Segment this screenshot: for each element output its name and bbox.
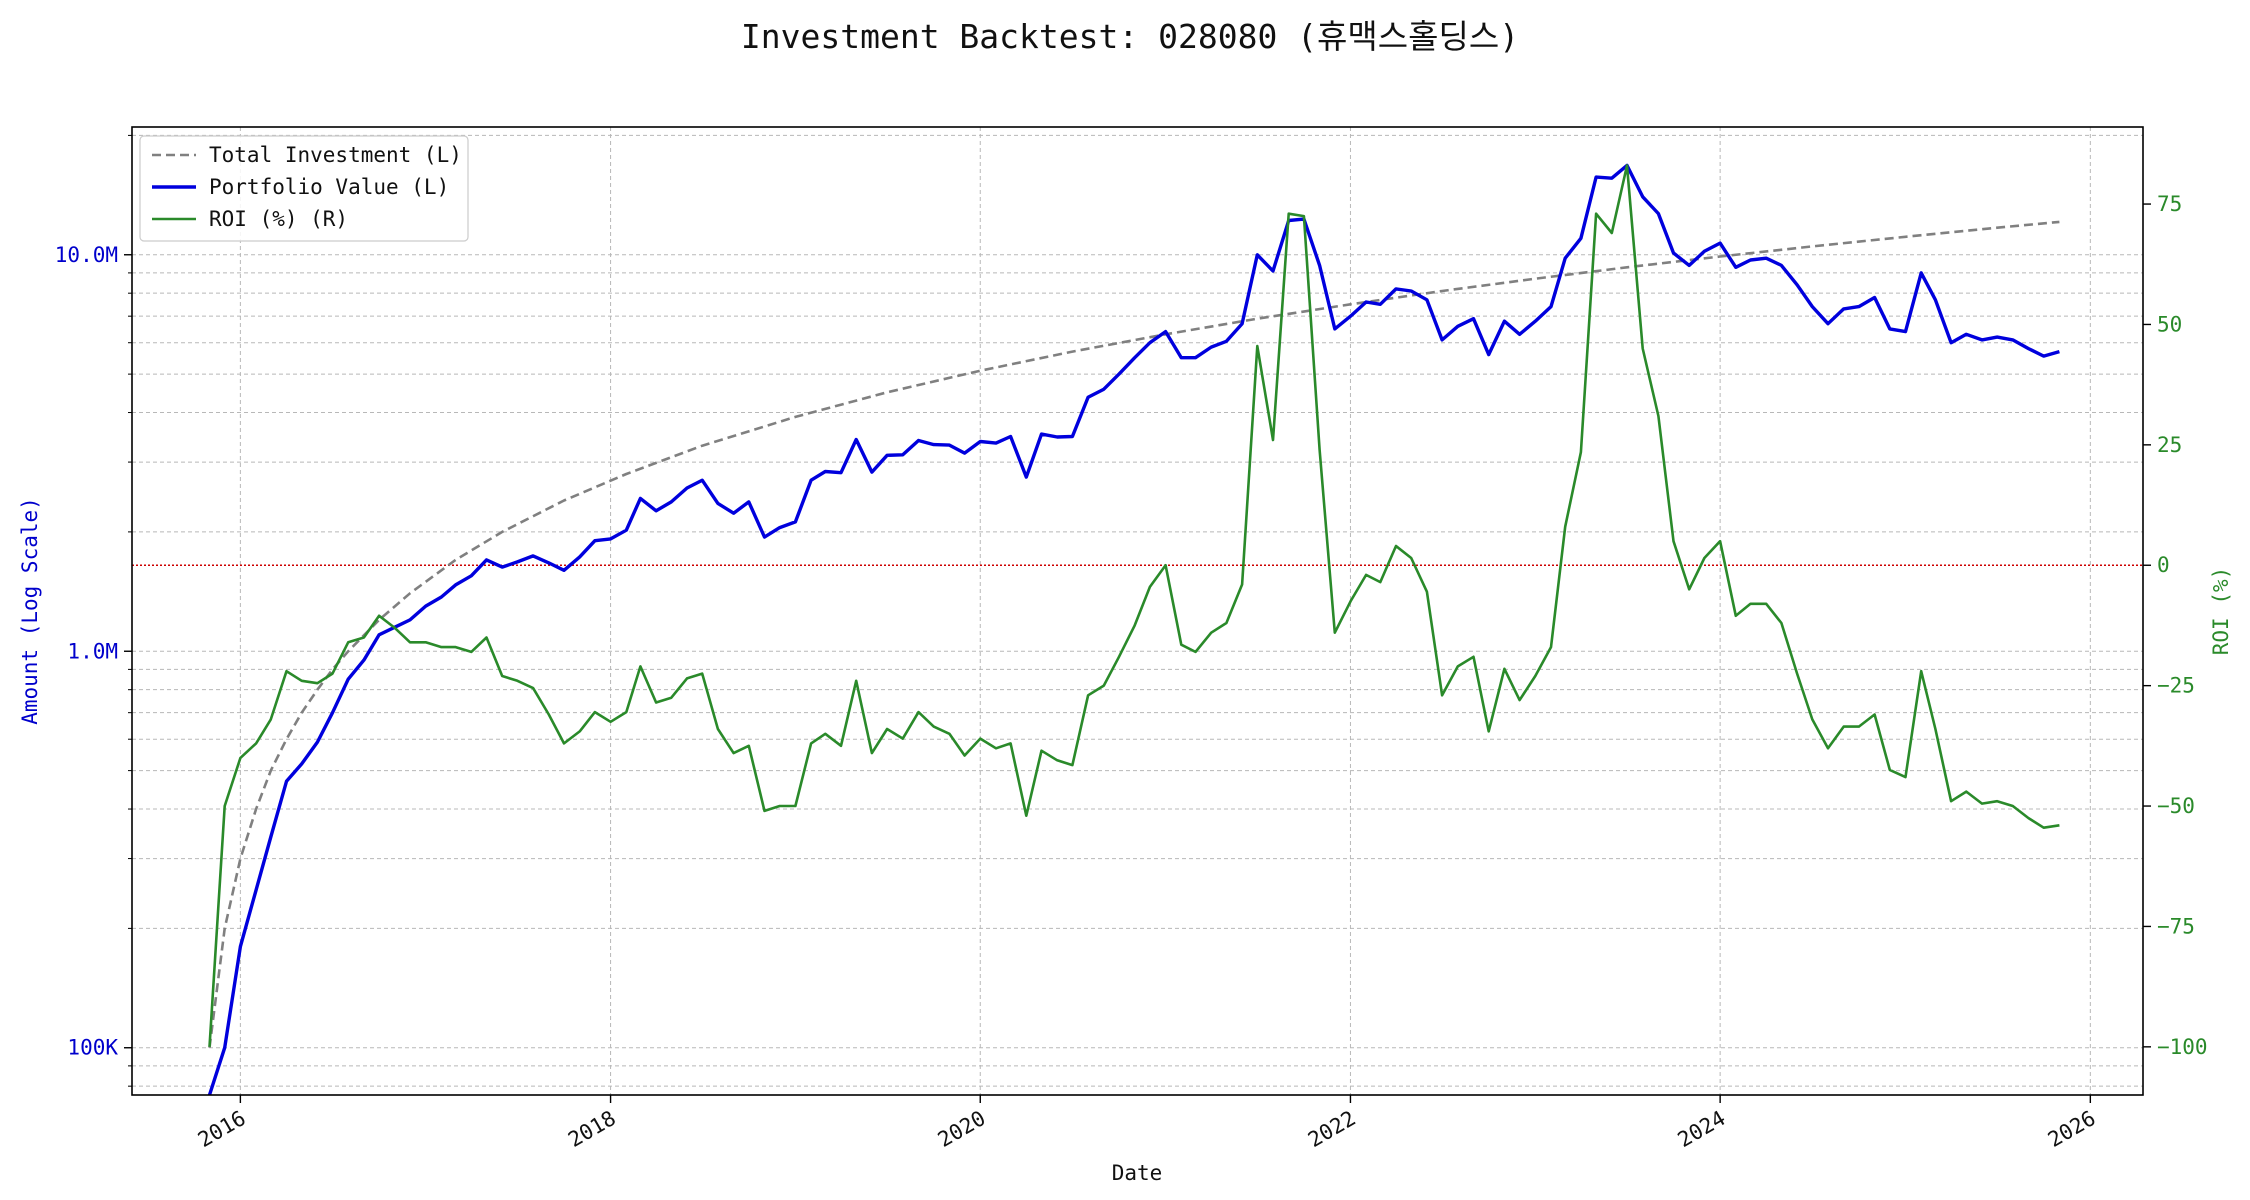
series-layer [207,163,2060,1096]
y-right-tick-label: −50 [2157,794,2195,818]
chart-title: Investment Backtest: 028080 (휴맥스홀딩스) [741,17,1519,56]
plot-area-frame [131,126,2144,1096]
y-right-tick-label: 50 [2157,312,2182,336]
y-axis-left: 100K 1.0M 10.0M [55,134,132,1087]
y-axis-right-label: ROI (%) [2209,567,2233,656]
y-left-tick-label: 1.0M [67,639,118,663]
y-right-tick-label: 25 [2157,433,2182,457]
legend-box [139,135,469,242]
portfolio-value-line [207,163,2060,1096]
roi-line [208,164,2060,1047]
legend: Total Investment (L) Portfolio Value (L)… [139,135,469,242]
legend-label-roi: ROI (%) (R) [209,207,348,231]
y-right-tick-label: 0 [2157,553,2170,577]
y-right-tick-label: −100 [2157,1035,2208,1059]
y-left-tick-label: 100K [67,1036,118,1060]
y-axis-right: 75 50 25 0 −25 −50 −75 −100 [2143,192,2208,1059]
total-investment-line [208,220,2060,1048]
legend-label-total-investment: Total Investment (L) [209,143,462,167]
legend-label-portfolio-value: Portfolio Value (L) [209,175,449,199]
y-right-tick-label: −75 [2157,914,2195,938]
y-axis-left-label: Amount (Log Scale) [18,497,42,725]
y-left-tick-label: 10.0M [55,243,118,267]
x-axis-label: Date [1112,1161,1163,1185]
y-right-tick-label: 75 [2157,192,2182,216]
grid-lines [132,127,2143,1095]
y-right-tick-label: −25 [2157,674,2195,698]
